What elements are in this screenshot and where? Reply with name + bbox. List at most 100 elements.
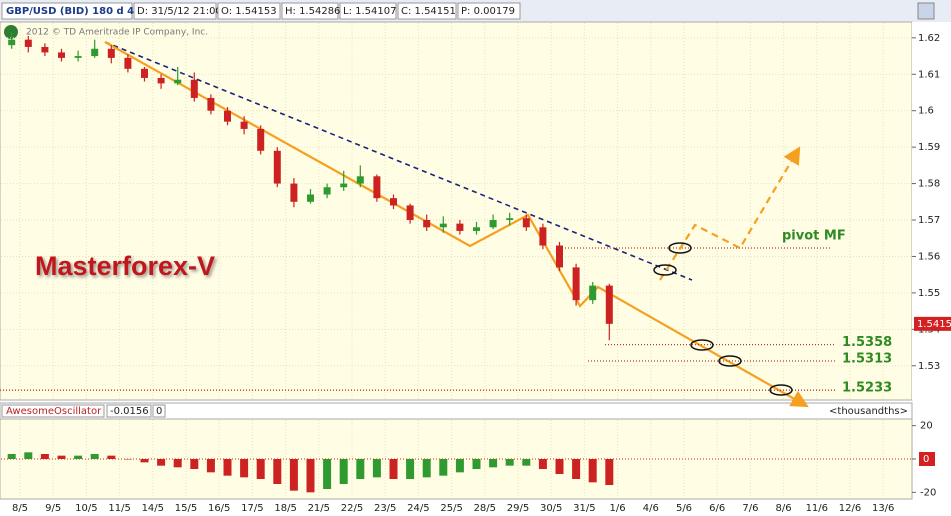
y-tick-label: 1.62 xyxy=(918,33,940,44)
candle-body xyxy=(390,198,397,206)
x-tick-label: 8/5 xyxy=(12,503,28,514)
candle-body xyxy=(91,48,99,57)
osc-bar xyxy=(74,455,83,459)
osc-param: 0 xyxy=(156,406,162,417)
osc-bar xyxy=(538,459,547,469)
x-tick-label: 23/5 xyxy=(374,503,396,514)
osc-bar xyxy=(439,459,448,476)
osc-bar xyxy=(173,459,182,468)
candle-body xyxy=(506,218,514,221)
y-tick-label: 1.55 xyxy=(918,288,940,299)
osc-bar xyxy=(455,459,464,473)
candle-body xyxy=(522,218,530,228)
x-tick-label: 22/5 xyxy=(341,503,363,514)
candle-body xyxy=(107,48,115,58)
change: P: 0.00179 xyxy=(461,6,515,17)
candle-body xyxy=(141,68,148,78)
x-tick-label: 5/6 xyxy=(676,503,692,514)
low: L: 1.54107 xyxy=(343,6,396,17)
x-tick-label: 16/5 xyxy=(208,503,230,514)
candle-body xyxy=(74,56,82,58)
price-panel xyxy=(0,21,913,401)
candle-body xyxy=(273,150,281,184)
candle-body xyxy=(174,79,182,84)
candle-body xyxy=(58,52,65,58)
osc-title: AwesomeOscillator xyxy=(6,406,102,417)
symbol: GBP/USD (BID) 180 d 4h xyxy=(6,6,141,17)
x-tick-label: 31/5 xyxy=(573,503,595,514)
candle-body xyxy=(439,223,447,228)
osc-bar xyxy=(7,454,16,459)
osc-bar xyxy=(306,459,315,493)
last-price: 1.5415 xyxy=(917,319,951,330)
high: H: 1.54286 xyxy=(285,6,340,17)
y-tick-label: 1.57 xyxy=(918,215,940,226)
candle-body xyxy=(356,176,364,184)
close: C: 1.54151 xyxy=(401,6,456,17)
zero-box xyxy=(919,452,935,466)
level-label: 1.5313 xyxy=(842,352,892,367)
osc-bar xyxy=(572,459,581,479)
candle-body xyxy=(456,223,464,231)
osc-bar xyxy=(40,454,49,459)
osc-bar xyxy=(389,459,398,479)
osc-bar xyxy=(422,459,431,478)
candle-body xyxy=(406,205,414,221)
osc-bar xyxy=(356,459,365,479)
x-tick-label: 29/5 xyxy=(507,503,529,514)
brand: Masterforex-V xyxy=(35,251,215,281)
info-icon[interactable] xyxy=(4,25,18,39)
candle-body xyxy=(290,183,298,202)
candle-body xyxy=(224,110,231,122)
osc-bar xyxy=(90,454,99,459)
osc-bar xyxy=(489,459,498,468)
candle-body xyxy=(124,57,132,69)
candle-body xyxy=(307,194,314,202)
x-tick-label: 4/6 xyxy=(643,503,659,514)
last-price-box xyxy=(914,316,951,331)
candle-body xyxy=(605,285,613,324)
osc-bar xyxy=(123,459,132,460)
x-tick-label: 14/5 xyxy=(142,503,164,514)
y-tick-label: 1.58 xyxy=(918,179,940,190)
highlight xyxy=(718,355,742,367)
price-axis xyxy=(912,22,951,400)
candle-body xyxy=(190,79,198,98)
header-box xyxy=(339,2,397,20)
osc-bar xyxy=(240,459,249,478)
x-tick-label: 11/6 xyxy=(806,503,828,514)
highlight xyxy=(668,242,692,254)
y-tick-label: 1.6 xyxy=(918,106,934,117)
y-tick-label: -20 xyxy=(920,487,936,498)
osc-bar xyxy=(190,459,199,469)
candle-body xyxy=(589,285,597,301)
highlight xyxy=(690,339,714,351)
trend-line xyxy=(104,41,693,281)
osc-bar xyxy=(256,459,265,479)
candle-body xyxy=(556,245,563,268)
y-tick-label: 1.59 xyxy=(918,142,940,153)
osc-bar xyxy=(323,459,332,489)
level-label: 1.5233 xyxy=(842,381,892,396)
y-tick-label: 20 xyxy=(920,421,933,432)
header-box xyxy=(457,2,521,20)
collapse-button[interactable] xyxy=(917,2,935,20)
candle-body xyxy=(340,183,348,188)
osc-bar xyxy=(522,459,531,466)
watermark: 2012 © TD Ameritrade IP Company, Inc. xyxy=(26,28,208,38)
osc-bar xyxy=(289,459,298,491)
x-tick-label: 24/5 xyxy=(407,503,429,514)
header-box xyxy=(106,404,152,418)
highlight xyxy=(653,264,677,276)
x-tick-label: 12/6 xyxy=(839,503,861,514)
candle-body xyxy=(8,39,16,46)
candle-body xyxy=(323,187,331,195)
header-box xyxy=(152,404,166,418)
x-tick-label: 21/5 xyxy=(308,503,330,514)
x-tick-label: 25/5 xyxy=(440,503,462,514)
y-tick-label: 1.53 xyxy=(918,361,940,372)
y-tick-label: 1.61 xyxy=(918,69,940,80)
header-box xyxy=(1,404,105,418)
osc-units: <thousandths> xyxy=(829,406,908,417)
